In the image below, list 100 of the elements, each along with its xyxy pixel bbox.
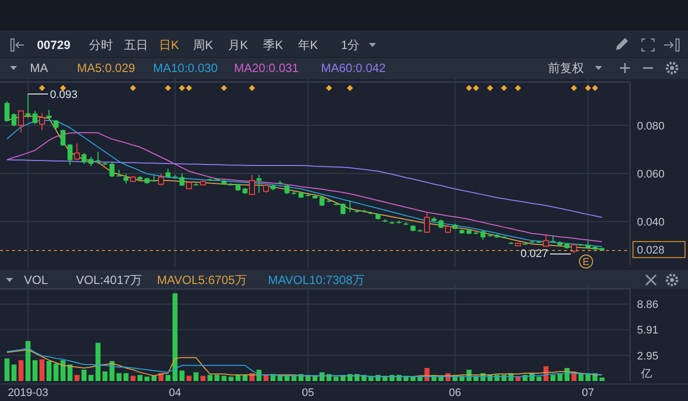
bar <box>236 374 240 381</box>
bar <box>32 360 38 381</box>
chart-title: MA <box>30 61 48 75</box>
bar <box>550 374 556 381</box>
bar <box>130 376 136 381</box>
bar <box>536 376 542 381</box>
text: 季K <box>263 38 284 52</box>
text: 周K <box>193 38 214 52</box>
candlestick <box>82 152 86 164</box>
candlestick <box>39 112 45 131</box>
x-tick-label: 05 <box>302 387 314 399</box>
x-tick-label: 07 <box>582 387 594 399</box>
bar <box>222 376 226 381</box>
candlestick <box>60 129 66 146</box>
annotation: 0.027 <box>520 248 548 260</box>
bar <box>186 376 192 381</box>
bar <box>110 361 114 381</box>
candlestick <box>96 151 100 164</box>
candlestick <box>68 144 72 166</box>
bar <box>264 374 268 381</box>
candlestick <box>158 173 164 186</box>
bar <box>46 361 52 381</box>
bar <box>12 364 16 381</box>
text: MA20:0.031 <box>234 61 300 75</box>
bar <box>172 293 178 381</box>
x-tick-label: 04 <box>168 387 182 399</box>
text: 1分 <box>341 38 360 52</box>
bar <box>116 373 122 381</box>
text: 月K <box>228 38 248 52</box>
annotation: E <box>582 257 590 268</box>
text: 年K <box>298 38 318 52</box>
text: 前复权 <box>548 61 584 75</box>
y-tick-label: 0.040 <box>637 216 665 229</box>
candlestick <box>543 233 549 248</box>
bar <box>4 358 10 381</box>
chart-title: VOL <box>24 273 48 287</box>
bar <box>144 376 150 381</box>
candlestick <box>249 174 255 196</box>
y-tick-label: 0.060 <box>637 168 665 180</box>
ref-line-label: 0.028 <box>637 244 665 257</box>
bar <box>200 376 206 381</box>
bar <box>124 373 128 381</box>
bar <box>74 374 80 381</box>
bar <box>68 364 72 381</box>
text: 分时 <box>89 38 113 52</box>
text: VOL:4017万 <box>76 273 142 287</box>
bar <box>26 341 30 381</box>
candlestick <box>54 120 58 131</box>
candlestick <box>88 156 94 167</box>
bar <box>208 374 212 381</box>
bar <box>96 342 100 381</box>
candlestick <box>116 169 122 176</box>
candlestick <box>4 100 10 122</box>
text: 日K <box>159 38 180 52</box>
bar <box>180 370 184 381</box>
bar <box>166 374 170 381</box>
text: MAVOL10:7308万 <box>268 273 364 287</box>
y-tick-label: 2.95 <box>637 350 658 362</box>
candlestick <box>180 173 184 187</box>
x-tick-label: 06 <box>448 387 462 399</box>
x-tick-label: 2019-03 <box>8 387 48 399</box>
bar <box>228 376 234 381</box>
y-tick-label: 0.080 <box>637 120 665 132</box>
bar <box>82 370 86 381</box>
bar <box>88 374 94 381</box>
candlestick <box>12 112 16 128</box>
bar <box>194 372 198 381</box>
text: 五日 <box>124 38 148 52</box>
candlestick <box>110 162 114 178</box>
y-tick-label: 5.91 <box>637 324 658 337</box>
bar <box>214 374 220 381</box>
text: MA5:0.029 <box>77 61 136 75</box>
bar <box>138 374 142 381</box>
text: MA60:0.042 <box>321 61 386 75</box>
candlestick <box>74 142 80 161</box>
annotation: 0.093 <box>50 89 78 102</box>
bar <box>600 378 604 381</box>
candlestick <box>124 173 128 184</box>
text: MA10:0.030 <box>153 61 218 75</box>
candlestick <box>424 212 430 234</box>
y-axis-title: 亿 <box>640 368 652 380</box>
candlestick <box>46 109 52 120</box>
bar <box>54 364 58 381</box>
bar <box>18 360 24 381</box>
candlestick <box>18 110 24 134</box>
candlestick <box>284 184 290 194</box>
bar <box>102 371 108 381</box>
bar <box>334 376 338 381</box>
text: MAVOL5:6705万 <box>157 273 247 287</box>
bar <box>152 376 156 381</box>
bar <box>40 359 44 381</box>
bar <box>60 360 66 381</box>
candlestick <box>340 202 346 215</box>
text: 00729 <box>37 38 71 52</box>
candlestick <box>320 196 324 207</box>
candlestick <box>152 174 156 182</box>
candlestick <box>348 200 352 213</box>
bar <box>242 374 248 381</box>
y-tick-label: 8.86 <box>637 299 658 312</box>
candlestick <box>32 110 38 125</box>
